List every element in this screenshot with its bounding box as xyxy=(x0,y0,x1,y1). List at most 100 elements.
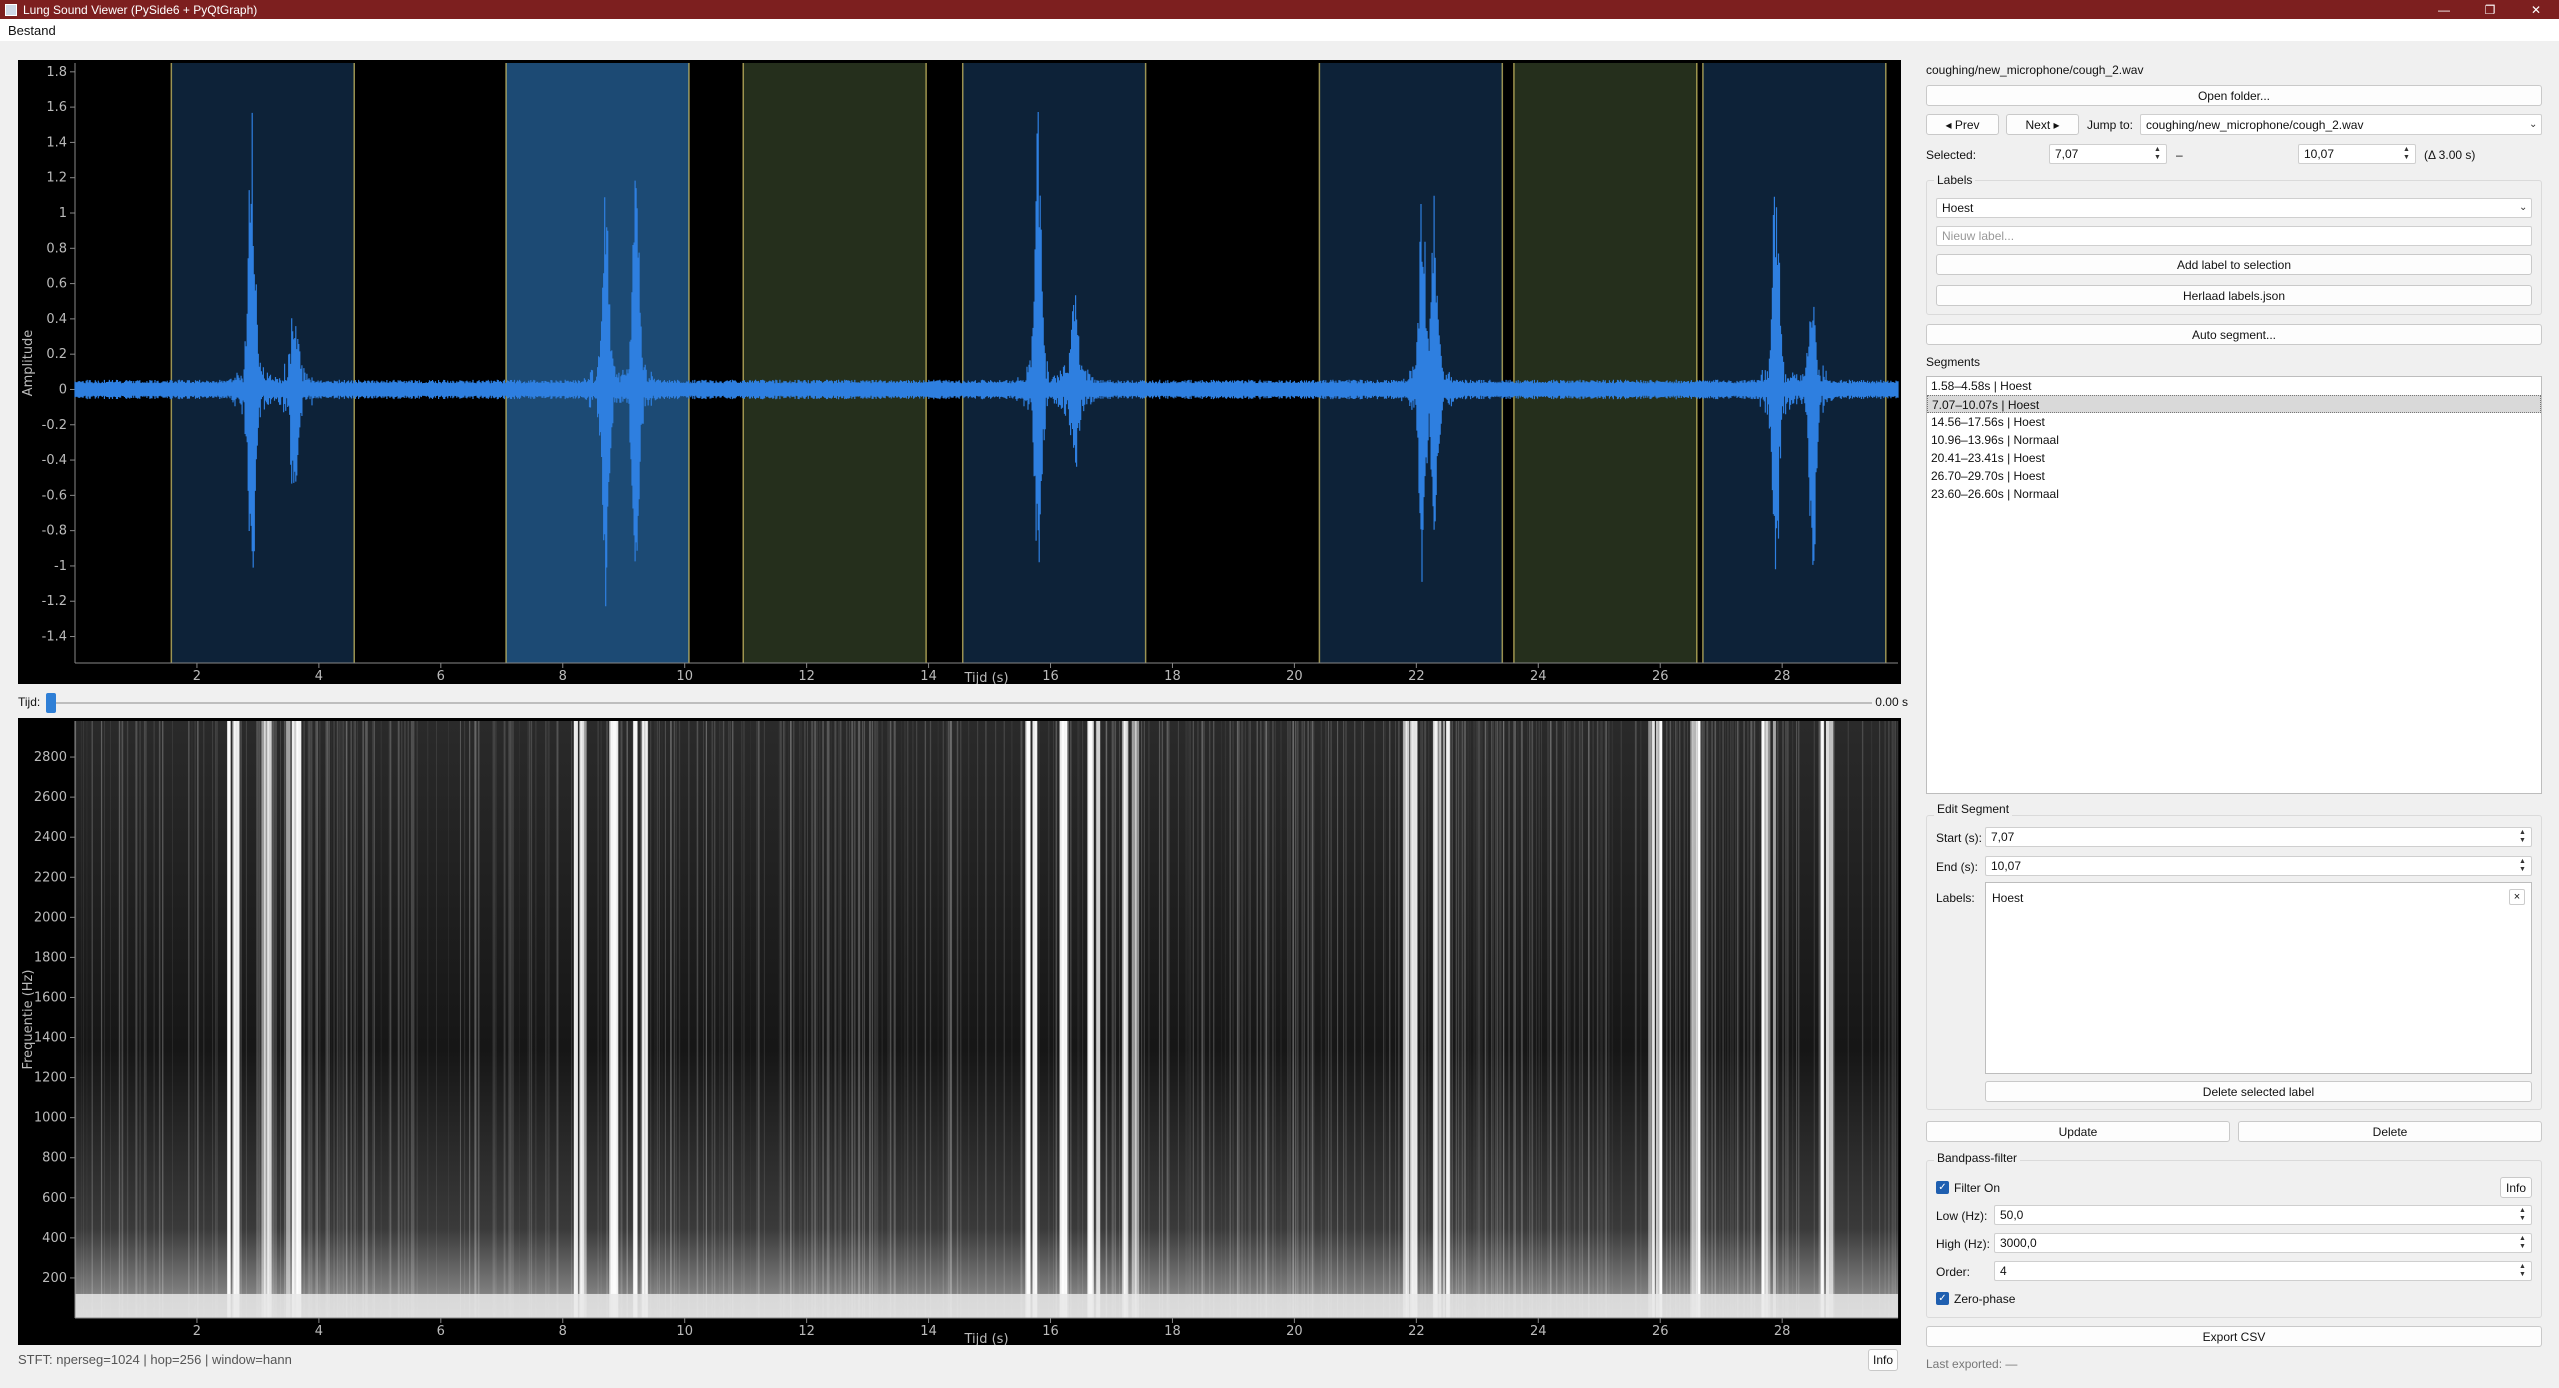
x-tick-label: 2 xyxy=(193,669,201,684)
spin-arrows-icon[interactable]: ▲ ▼ xyxy=(2519,1235,2526,1250)
y-tick-label: 2200 xyxy=(34,870,67,885)
y-tick-label: -0.6 xyxy=(42,488,67,503)
low-spin[interactable]: 50,0 ▲ ▼ xyxy=(1994,1205,2532,1225)
edit-segment-group xyxy=(1926,815,2542,1110)
zero-phase-checkbox[interactable]: ✓ xyxy=(1936,1292,1949,1305)
edit-segment-title: Edit Segment xyxy=(1934,802,2013,816)
update-button[interactable]: Update xyxy=(1926,1121,2230,1142)
y-tick-label: 0.6 xyxy=(46,277,67,292)
spin-arrows-icon[interactable]: ▲ ▼ xyxy=(2154,146,2161,161)
y-tick-label: 1.4 xyxy=(46,135,67,150)
segments-list[interactable]: 1.58–4.58s | Hoest 7.07–10.07s | Hoest 14.… xyxy=(1926,376,2542,794)
waveform-canvas[interactable]: 1.8 1.6 1.4 1.2 1 0.8 0.6 0.4 0.2 0 -0.2 -0.4 -0.6 -0… xyxy=(18,60,1901,684)
x-tick-label: 24 xyxy=(1530,1324,1547,1339)
start-spin[interactable]: 7,07 ▲ ▼ xyxy=(1985,827,2532,847)
segment-list-item[interactable]: 7.07–10.07s | Hoest xyxy=(1927,395,2541,413)
segment-labels-box[interactable]: Hoest × xyxy=(1985,882,2532,1074)
x-tick-label: 22 xyxy=(1408,1324,1425,1339)
label-combo[interactable]: Hoest ⌄ xyxy=(1936,198,2532,218)
segment-region xyxy=(171,63,355,663)
x-tick-label: 26 xyxy=(1652,1324,1669,1339)
segment-region xyxy=(1702,63,1886,663)
x-tick-label: 20 xyxy=(1286,669,1303,684)
spin-arrows-icon[interactable]: ▲ ▼ xyxy=(2403,146,2410,161)
time-slider-handle[interactable] xyxy=(46,693,56,713)
segment-list-item[interactable]: 26.70–29.70s | Hoest xyxy=(1931,469,2045,483)
filter-on-label: Filter On xyxy=(1954,1181,2001,1195)
menu-bestand[interactable]: Bestand xyxy=(8,22,56,38)
segment-list-item[interactable]: 23.60–26.60s | Normaal xyxy=(1931,487,2059,501)
segment-list-item[interactable]: 14.56–17.56s | Hoest xyxy=(1931,415,2045,429)
x-tick-label: 28 xyxy=(1774,669,1791,684)
waveform-plot[interactable]: 1.8 1.6 1.4 1.2 1 0.8 0.6 0.4 0.2 0 -0.2 -0.4 -0.6 -0… xyxy=(18,60,1901,684)
spin-arrows-icon[interactable]: ▲ ▼ xyxy=(2519,1263,2526,1278)
labels-group xyxy=(1926,180,2542,315)
reload-labels-button[interactable]: Herlaad labels.json xyxy=(1936,285,2532,306)
selection-end-spin[interactable]: 10,07 ▲ ▼ xyxy=(2298,144,2416,164)
x-tick-label: 16 xyxy=(1042,669,1059,684)
stft-info-button[interactable]: Info xyxy=(1868,1349,1898,1371)
auto-segment-button[interactable]: Auto segment... xyxy=(1926,324,2542,345)
selection-start-value: 7,07 xyxy=(2055,147,2079,161)
y-tick-label: 2400 xyxy=(34,830,67,845)
labels-field-label: Labels: xyxy=(1936,891,1975,905)
x-tick-label: 6 xyxy=(437,1324,445,1339)
segment-label-item[interactable]: Hoest xyxy=(1992,891,2024,905)
end-spin[interactable]: 10,07 ▲ ▼ xyxy=(1985,856,2532,876)
open-folder-button[interactable]: Open folder... xyxy=(1926,85,2542,106)
time-slider-label: Tijd: xyxy=(18,695,41,709)
segment-list-item[interactable]: 20.41–23.41s | Hoest xyxy=(1931,451,2045,465)
order-spin[interactable]: 4 ▲ ▼ xyxy=(1994,1261,2532,1281)
x-tick-label: 10 xyxy=(676,1324,693,1339)
low-value: 50,0 xyxy=(2000,1208,2024,1222)
selection-start-spin[interactable]: 7,07 ▲ ▼ xyxy=(2049,144,2167,164)
spin-arrows-icon[interactable]: ▲ ▼ xyxy=(2519,858,2526,873)
x-tick-label: 8 xyxy=(559,1324,567,1339)
y-tick-label: 0.8 xyxy=(46,241,67,256)
x-tick-label: 4 xyxy=(315,1324,323,1339)
spectrogram-plot[interactable]: 2800 2600 2400 2200 2000 1800 1600 1400 1200 1000… xyxy=(18,718,1901,1345)
add-label-button[interactable]: Add label to selection xyxy=(1936,254,2532,275)
low-label: Low (Hz): xyxy=(1936,1209,1988,1223)
end-value: 10,07 xyxy=(1991,859,2022,873)
minimize-button[interactable]: — xyxy=(2438,2,2450,17)
selection-end-value: 10,07 xyxy=(2304,147,2335,161)
new-label-input[interactable]: Nieuw label... xyxy=(1936,226,2532,246)
delete-button[interactable]: Delete xyxy=(2238,1121,2542,1142)
spin-arrows-icon[interactable]: ▲ ▼ xyxy=(2519,829,2526,844)
export-csv-button[interactable]: Export CSV xyxy=(1926,1326,2542,1347)
y-tick-label: 2800 xyxy=(34,750,67,765)
x-tick-label: 10 xyxy=(676,669,693,684)
x-tick-label: 16 xyxy=(1042,1324,1059,1339)
y-tick-label: 1 xyxy=(59,206,67,221)
next-button[interactable]: Next ▸ xyxy=(2006,114,2079,135)
spin-arrows-icon[interactable]: ▲ ▼ xyxy=(2519,1207,2526,1222)
y-tick-label: -0.2 xyxy=(42,418,67,433)
y-tick-label: 200 xyxy=(42,1271,67,1286)
y-tick-label: 0 xyxy=(59,382,67,397)
x-tick-label: 4 xyxy=(315,669,323,684)
segment-list-item[interactable]: 10.96–13.96s | Normaal xyxy=(1931,433,2059,447)
prev-button[interactable]: ◂ Prev xyxy=(1926,114,1999,135)
time-slider-track[interactable] xyxy=(52,702,1872,704)
segment-list-item[interactable]: 1.58–4.58s | Hoest xyxy=(1931,379,2032,393)
chevron-down-icon: ⌄ xyxy=(2519,202,2528,213)
segments-title: Segments xyxy=(1926,355,1981,369)
high-spin[interactable]: 3000,0 ▲ ▼ xyxy=(1994,1233,2532,1253)
chevron-down-icon: ⌄ xyxy=(2529,118,2538,130)
delete-selected-label-button[interactable]: Delete selected label xyxy=(1985,1081,2532,1102)
filter-on-checkbox[interactable]: ✓ xyxy=(1936,1181,1949,1194)
y-tick-label: 2000 xyxy=(34,910,67,925)
maximize-button[interactable]: ❐ xyxy=(2484,2,2496,17)
x-tick-label: 6 xyxy=(437,669,445,684)
x-tick-label: 8 xyxy=(559,669,567,684)
x-tick-label: 2 xyxy=(193,1324,201,1339)
close-button[interactable]: ✕ xyxy=(2530,2,2542,17)
y-tick-label: 1800 xyxy=(34,950,67,965)
filter-info-button[interactable]: Info xyxy=(2500,1177,2532,1198)
x-axis-label: Tijd (s) xyxy=(963,1332,1008,1345)
remove-label-icon[interactable]: × xyxy=(2509,889,2525,905)
spectrogram-canvas[interactable]: 2800260024002200200018001600140012001000… xyxy=(18,718,1901,1345)
label-combo-value: Hoest xyxy=(1942,201,1974,215)
jump-combo[interactable]: coughing/new_microphone/cough_2.wav ⌄ xyxy=(2140,114,2542,135)
